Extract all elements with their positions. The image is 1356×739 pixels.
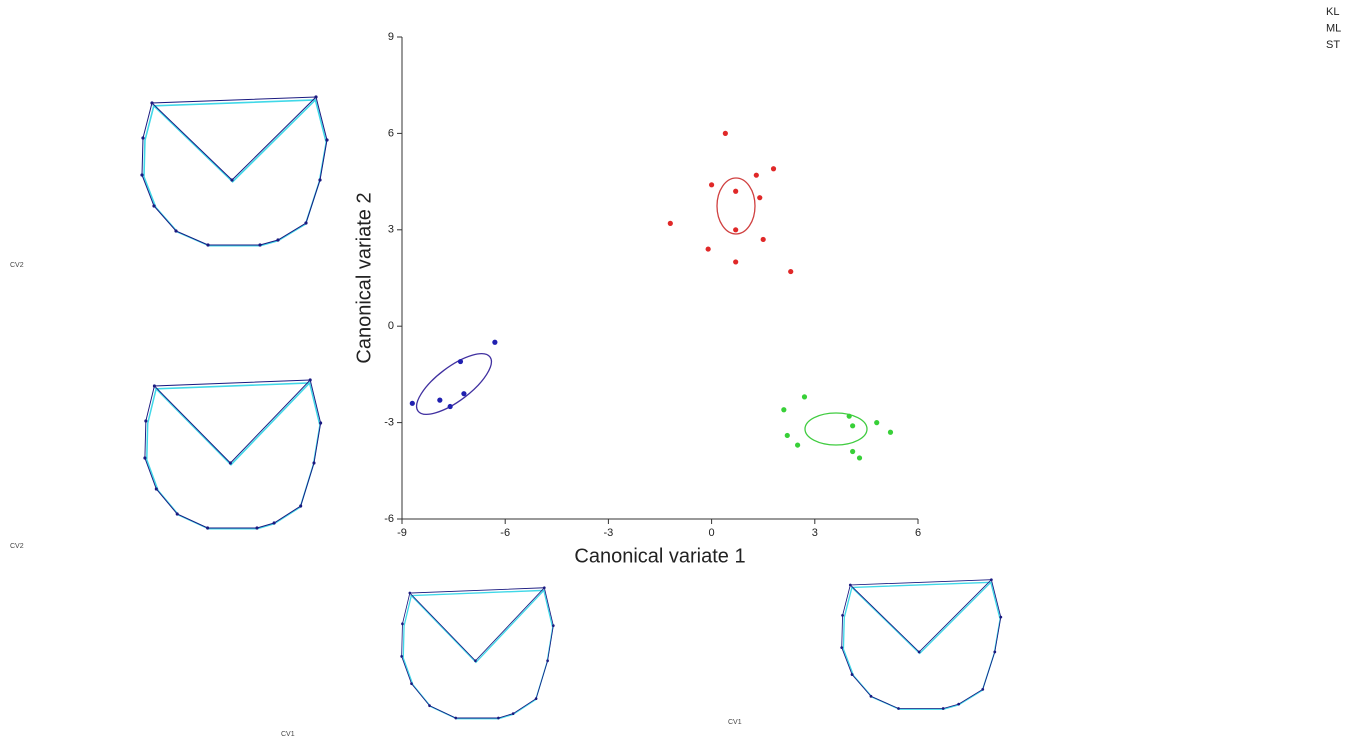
point [788, 268, 794, 275]
x-tick-label: 3 [812, 527, 818, 539]
point [709, 182, 715, 188]
legend-label: ML [1326, 22, 1341, 34]
point [801, 394, 808, 400]
point [770, 166, 777, 172]
shape-wireframe [142, 377, 323, 531]
point [887, 429, 894, 435]
confidence-ellipse [804, 412, 868, 446]
point [850, 423, 856, 429]
point [409, 400, 415, 406]
point [856, 455, 863, 461]
shape-wireframe [839, 577, 1003, 711]
panel-label: CV1 [728, 719, 742, 726]
point [733, 227, 739, 233]
point [722, 130, 728, 136]
point [850, 448, 856, 455]
point [757, 195, 763, 201]
x-tick-label: -6 [500, 527, 510, 539]
point [874, 420, 880, 426]
point [753, 172, 759, 178]
y-tick-label: -3 [384, 417, 394, 429]
x-tick-label: -3 [604, 527, 614, 539]
x-tick-label: -9 [397, 527, 407, 539]
x-tick-label: 0 [709, 527, 715, 539]
y-axis-title: Canonical variate 2 [353, 192, 375, 363]
point [784, 432, 790, 439]
y-tick-label: 3 [388, 224, 394, 236]
point [795, 442, 801, 448]
point [733, 259, 739, 265]
x-axis-title: Canonical variate 1 [574, 545, 745, 567]
shape-wireframe [139, 94, 330, 248]
confidence-ellipse [716, 177, 756, 235]
legend-label: KL [1326, 6, 1339, 18]
legend-label: ST [1326, 39, 1340, 51]
confidence-ellipse [415, 353, 493, 415]
panel-label: CV2 [10, 262, 24, 269]
shape-wireframe [399, 585, 556, 721]
point [705, 246, 711, 252]
point [457, 358, 464, 365]
panel-label: CV2 [10, 543, 24, 550]
point [437, 397, 443, 403]
point [667, 220, 673, 226]
y-tick-label: -6 [384, 513, 394, 525]
point [781, 407, 787, 413]
point [733, 188, 739, 194]
point [492, 339, 498, 345]
point [447, 403, 453, 410]
point [461, 391, 467, 397]
y-tick-label: 0 [388, 320, 394, 332]
panel-label: CV1 [281, 731, 295, 738]
point [846, 413, 852, 419]
point [760, 236, 766, 243]
x-tick-label: 6 [915, 527, 921, 539]
y-tick-label: 6 [388, 127, 394, 139]
y-tick-label: 9 [388, 31, 394, 43]
